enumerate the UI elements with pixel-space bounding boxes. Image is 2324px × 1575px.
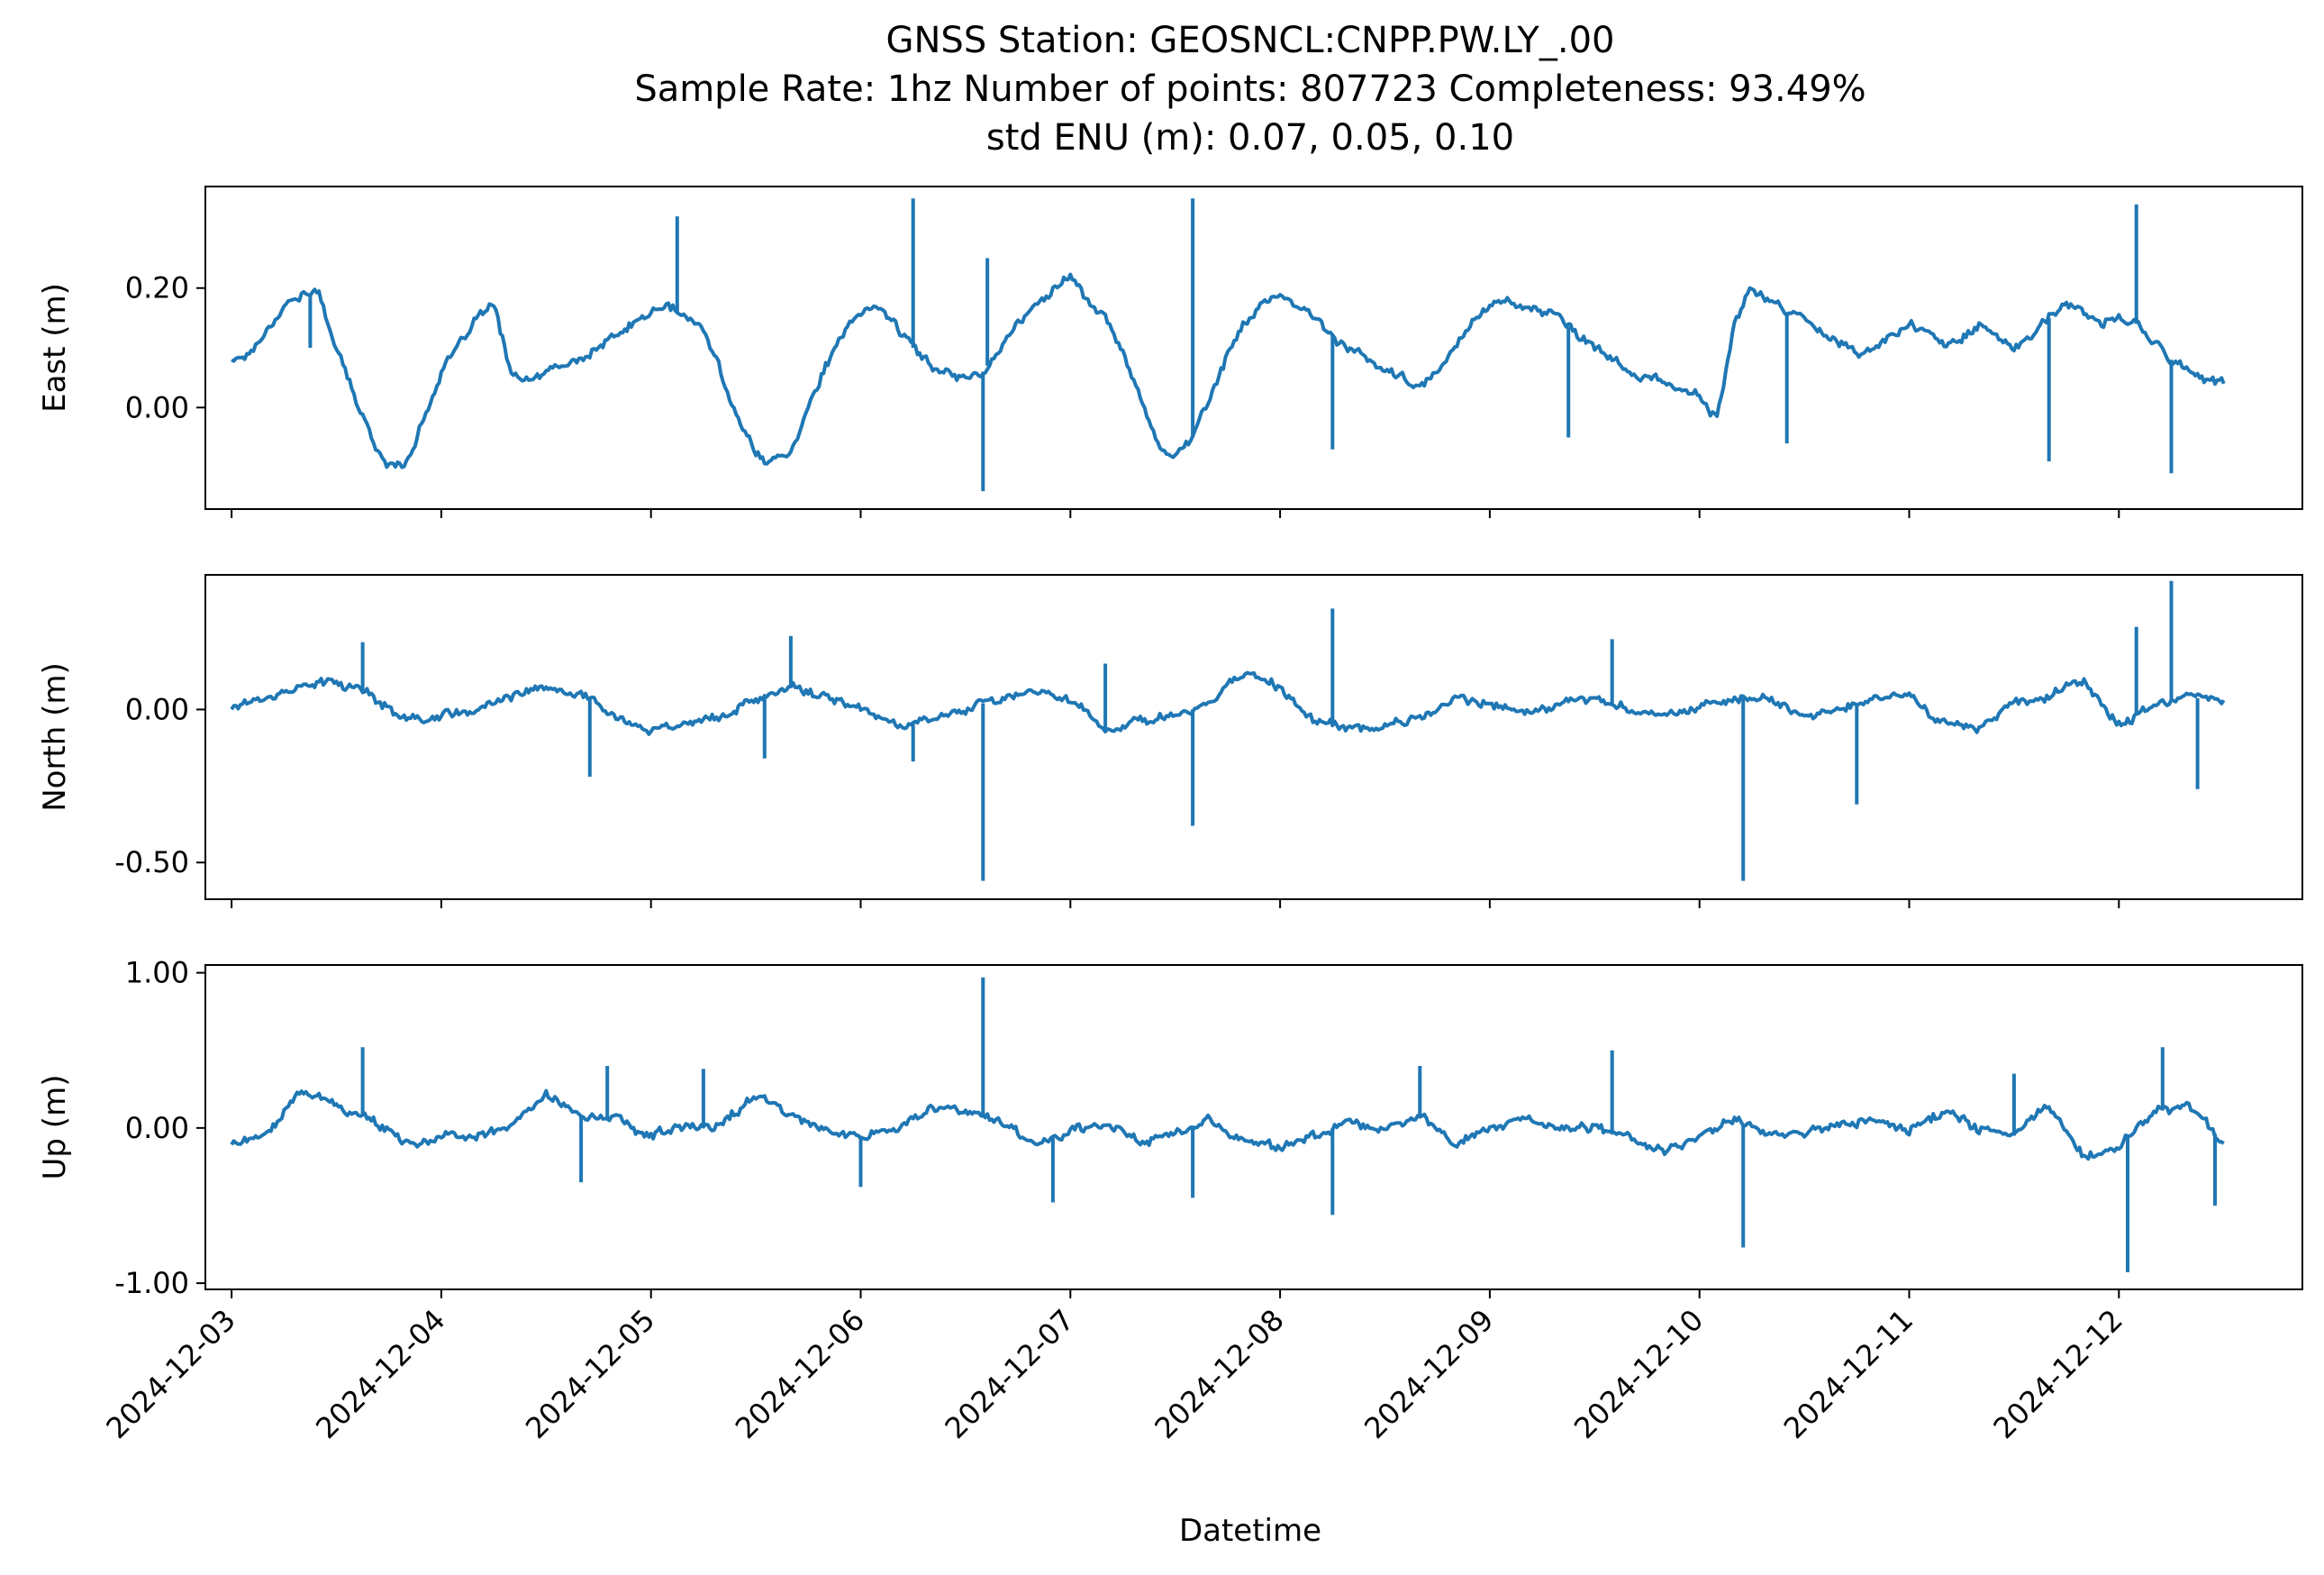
up-y-axis-label: Up (m) <box>37 1075 73 1180</box>
north-subplot: 0.00 -0.50 North (m) <box>37 574 2303 908</box>
title-line-station: GNSS Station: GEOSNCL:CNPP.PW.LY_.00 <box>886 20 1615 61</box>
x-axis-label: Datetime <box>1179 1513 1321 1549</box>
east-series-line <box>231 272 2226 469</box>
north-ytick-label-1: -0.50 <box>114 845 189 879</box>
north-y-axis-label: North (m) <box>37 662 73 812</box>
up-ytick-label-1: 0.00 <box>125 1111 189 1145</box>
title-line-std: std ENU (m): 0.07, 0.05, 0.10 <box>986 117 1514 159</box>
north-axes-frame <box>204 574 2303 900</box>
east-y-axis-label: East (m) <box>37 283 73 413</box>
east-subplot: 0.00 0.20 East (m) <box>37 186 2303 518</box>
east-ytick-label-1: 0.20 <box>125 271 189 305</box>
up-ytick-label-0: 1.00 <box>125 956 189 990</box>
title-line-sample-rate: Sample Rate: 1hz Number of points: 80772… <box>634 68 1866 110</box>
east-axes-frame <box>204 186 2303 510</box>
up-ytick-label-2: -1.00 <box>114 1266 189 1300</box>
up-series-line <box>230 1088 2225 1161</box>
north-series-line <box>230 670 2226 736</box>
east-ytick-label-0: 0.00 <box>125 390 189 424</box>
north-ytick-label-0: 0.00 <box>125 692 189 726</box>
